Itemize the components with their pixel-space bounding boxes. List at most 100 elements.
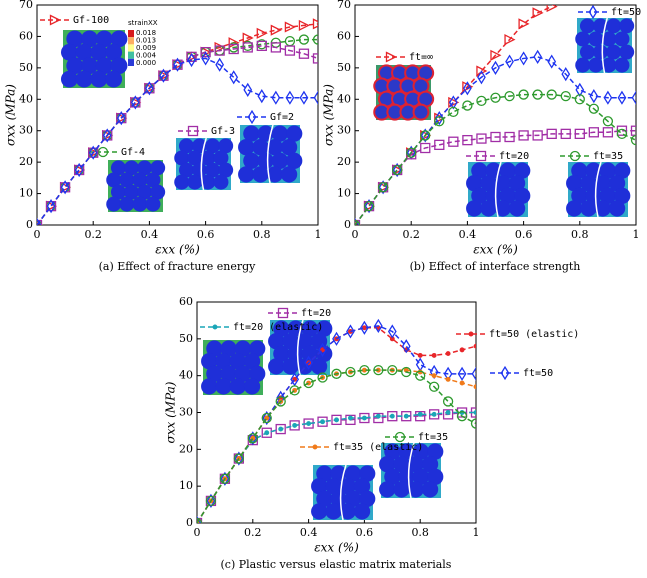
inset-fiber — [325, 503, 342, 520]
marker — [377, 182, 389, 193]
inset-fiber — [480, 200, 497, 217]
inset-fiber — [215, 378, 232, 395]
marker — [401, 366, 412, 378]
legend-marker — [277, 307, 289, 319]
legend-marker — [187, 125, 199, 137]
marker — [476, 95, 487, 107]
marker — [186, 51, 197, 63]
inset-fiber — [514, 187, 531, 204]
inset-fiber — [393, 481, 410, 498]
inset-fiber — [174, 150, 190, 166]
marker — [289, 385, 300, 396]
marker — [588, 103, 599, 114]
legend-label: ft=20 (elastic) — [233, 322, 323, 333]
inset-fiber — [514, 162, 531, 179]
inset-fiber — [571, 187, 588, 204]
inset-fiber — [110, 57, 128, 75]
marker — [201, 51, 210, 66]
inset-fiber — [286, 152, 303, 169]
inset-fiber — [106, 196, 122, 212]
inset-fiber — [359, 490, 376, 507]
inset-fiber — [200, 150, 216, 166]
inset-fiber — [66, 30, 84, 48]
inset-fiber — [407, 481, 424, 498]
marker — [445, 351, 451, 357]
marker — [364, 199, 374, 214]
marker — [546, 89, 557, 100]
colorbar-tick: 0.018 — [136, 29, 156, 37]
x-axis-label: εxx (%) — [473, 243, 518, 257]
inset-fiber — [296, 333, 313, 350]
marker — [415, 370, 426, 381]
marker — [346, 324, 355, 339]
inset-fiber — [594, 200, 611, 217]
marker — [312, 18, 318, 30]
colorbar-segment — [128, 30, 134, 38]
inset-fiber — [316, 465, 333, 482]
marker — [546, 5, 558, 13]
y-tick-label: 60 — [337, 29, 351, 42]
inset-fiber — [132, 196, 148, 212]
y-tick-label: 40 — [19, 92, 33, 105]
marker — [172, 59, 183, 70]
marker — [373, 412, 384, 424]
inset-fiber — [566, 175, 583, 192]
legend-marker — [588, 4, 598, 20]
marker — [403, 413, 409, 419]
inset-fiber — [384, 468, 401, 485]
x-tick-label: 0.2 — [244, 526, 262, 539]
marker — [173, 57, 182, 72]
marker — [560, 128, 571, 140]
marker — [348, 415, 353, 421]
y-tick-label: 10 — [19, 187, 33, 200]
marker — [459, 380, 465, 386]
marker — [116, 112, 127, 124]
marker — [318, 342, 327, 357]
marker — [334, 417, 339, 423]
inset-fiber — [412, 103, 430, 121]
inset-fiber — [220, 365, 237, 382]
marker — [445, 410, 451, 415]
inset-fiber — [311, 478, 328, 495]
inset-fiber — [273, 345, 290, 362]
y-tick-label: 60 — [179, 295, 193, 308]
inset-fiber — [608, 175, 626, 192]
series — [197, 364, 476, 523]
inset-fiber — [499, 187, 517, 204]
legend-marker — [97, 146, 109, 158]
marker — [257, 89, 267, 104]
marker — [547, 54, 557, 69]
marker — [278, 426, 284, 432]
inset-fiber — [508, 175, 526, 192]
inset-fiber — [137, 184, 153, 200]
inset-fiber — [249, 365, 266, 382]
inset-fiber — [407, 456, 424, 473]
inset-fiber — [316, 320, 333, 337]
y-axis-label: σxx (MPa) — [4, 84, 18, 146]
y-tick-label: 0 — [26, 218, 33, 231]
marker — [360, 320, 369, 335]
marker — [462, 134, 473, 146]
inset-fiber — [619, 44, 635, 60]
marker — [289, 420, 300, 431]
inset-fiber — [494, 175, 511, 192]
inset-fiber — [280, 139, 298, 156]
marker — [331, 368, 342, 379]
inset-fiber — [201, 353, 218, 370]
inset-fiber — [238, 166, 255, 183]
inset-fiber — [325, 478, 342, 495]
colorbar-segment — [128, 51, 134, 59]
y-tick-label: 70 — [337, 0, 351, 11]
y-tick-label: 50 — [337, 61, 351, 74]
marker — [312, 34, 318, 45]
marker — [462, 100, 473, 111]
inset-fiber — [575, 57, 591, 73]
marker — [261, 412, 272, 424]
marker — [630, 125, 636, 136]
marker — [420, 130, 431, 141]
inset-fiber — [384, 443, 401, 460]
marker — [102, 128, 112, 143]
marker — [504, 131, 515, 143]
x-tick-label: 0.2 — [84, 228, 102, 241]
marker — [617, 90, 627, 105]
